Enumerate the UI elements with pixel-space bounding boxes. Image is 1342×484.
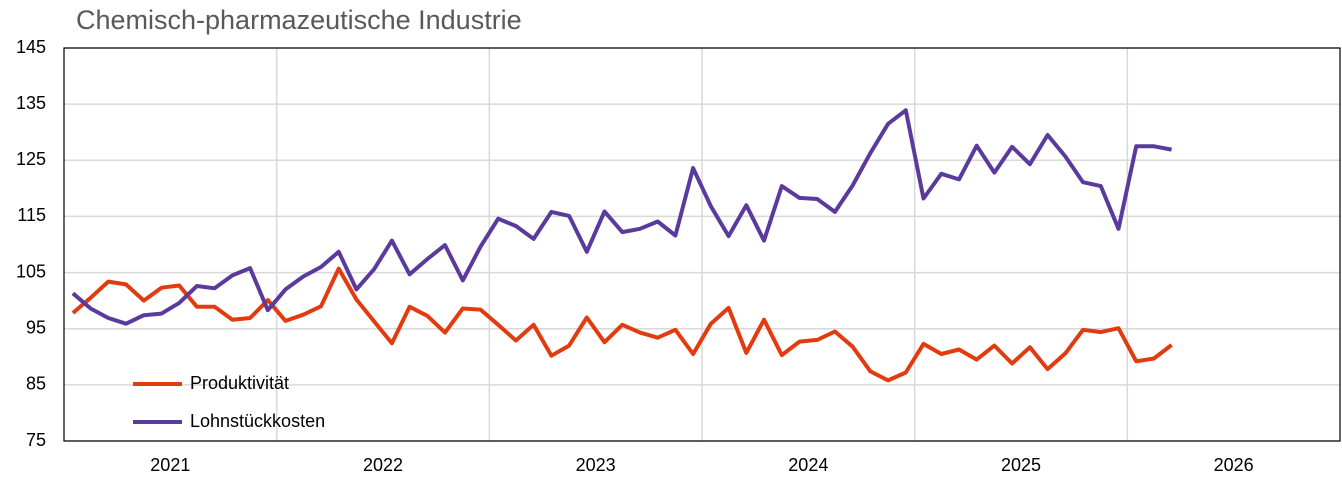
x-tick-label: 2024 — [788, 455, 828, 475]
y-tick-label: 115 — [17, 205, 46, 225]
series-line — [71, 266, 1173, 383]
y-tick-label: 75 — [26, 430, 46, 450]
chart-title: Chemisch-pharmazeutische Industrie — [76, 5, 522, 35]
y-tick-label: 105 — [16, 261, 46, 281]
y-tick-label: 125 — [16, 149, 46, 169]
x-tick-label: 2021 — [150, 455, 190, 475]
legend-label: Produktivität — [190, 373, 289, 393]
plot-border — [63, 47, 1341, 442]
y-tick-label: 85 — [26, 374, 46, 394]
x-tick-label: 2026 — [1214, 455, 1254, 475]
y-tick-label: 145 — [16, 37, 46, 57]
x-tick-label: 2023 — [576, 455, 616, 475]
y-tick-label: 135 — [16, 93, 46, 113]
y-tick-label: 95 — [26, 317, 46, 337]
x-tick-label: 2022 — [363, 455, 403, 475]
series-line — [71, 108, 1172, 326]
legend-label: Lohnstückkosten — [190, 411, 325, 431]
x-tick-label: 2025 — [1001, 455, 1041, 475]
